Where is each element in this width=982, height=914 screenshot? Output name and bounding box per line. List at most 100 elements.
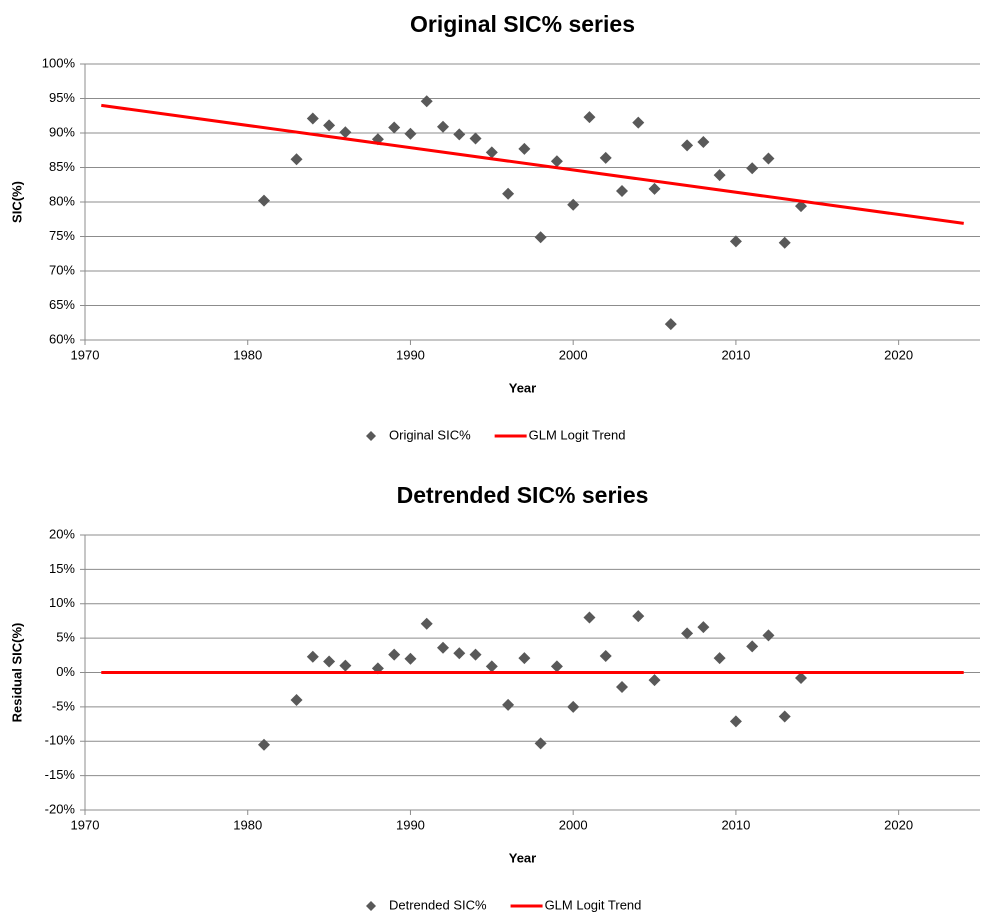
x-axis-label: Year [509, 380, 536, 395]
point [729, 235, 742, 248]
y-tick-label: 100% [42, 55, 76, 70]
point [713, 169, 726, 182]
y-axis-label: SIC(%) [9, 181, 24, 223]
y-tick-label: 80% [49, 193, 75, 208]
point [502, 187, 515, 200]
point [778, 710, 791, 723]
point [632, 116, 645, 129]
point [697, 621, 710, 634]
point [258, 194, 270, 207]
point [616, 184, 628, 197]
point [616, 680, 628, 693]
point [518, 142, 531, 155]
y-tick-label: -10% [45, 733, 76, 748]
y-tick-label: -5% [52, 698, 76, 713]
legend-label: GLM Logit Trend [545, 897, 642, 912]
y-tick-label: 85% [49, 159, 75, 174]
point [795, 672, 807, 684]
point [599, 151, 612, 164]
point [453, 647, 466, 660]
y-axis-label: Residual SIC(%) [9, 623, 24, 723]
point [437, 641, 449, 654]
y-tick-label: 65% [49, 297, 75, 312]
x-tick-label: 1990 [396, 347, 425, 362]
point [339, 126, 352, 139]
point [404, 127, 417, 140]
y-tick-label: 5% [56, 630, 75, 645]
y-tick-label: 90% [49, 124, 75, 139]
point [420, 95, 433, 108]
point [681, 139, 694, 152]
point [420, 617, 433, 630]
point [746, 640, 759, 653]
point [323, 655, 336, 668]
point [567, 198, 580, 211]
point [306, 650, 319, 663]
point [746, 162, 759, 175]
point [388, 648, 401, 661]
point [778, 236, 791, 249]
legend-label: Original SIC% [389, 427, 471, 442]
point [339, 659, 352, 672]
legend-label: Detrended SIC% [389, 897, 487, 912]
point [502, 698, 515, 711]
point [518, 652, 531, 665]
y-tick-label: 15% [49, 561, 75, 576]
point [599, 650, 612, 662]
point [258, 738, 270, 751]
point [388, 121, 401, 134]
x-tick-label: 1970 [71, 347, 100, 362]
x-tick-label: 1980 [233, 817, 262, 832]
point [323, 119, 336, 132]
point [534, 231, 547, 244]
point [469, 648, 482, 661]
chart-title: Detrended SIC% series [397, 482, 649, 508]
x-tick-label: 2000 [559, 347, 588, 362]
point [795, 200, 807, 213]
y-tick-label: -20% [45, 801, 76, 816]
point [534, 737, 547, 750]
chart-title: Original SIC% series [410, 11, 635, 37]
point [485, 660, 498, 673]
point [681, 627, 694, 640]
y-tick-label: 0% [56, 664, 75, 679]
point [290, 694, 303, 706]
x-tick-label: 2010 [721, 347, 750, 362]
point [437, 120, 449, 133]
x-tick-label: 2010 [721, 817, 750, 832]
point [697, 135, 710, 148]
point [550, 660, 563, 673]
y-tick-label: 20% [49, 526, 75, 541]
y-tick-label: 10% [49, 595, 75, 610]
x-tick-label: 1980 [233, 347, 262, 362]
point [404, 652, 417, 665]
point [762, 629, 775, 642]
trend-line [101, 103, 964, 225]
x-tick-label: 2000 [559, 817, 588, 832]
point [729, 715, 742, 728]
x-tick-label: 1970 [71, 817, 100, 832]
x-tick-label: 1990 [396, 817, 425, 832]
legend-label: GLM Logit Trend [529, 427, 626, 442]
y-tick-label: 95% [49, 90, 75, 105]
point [648, 674, 661, 687]
point [664, 318, 677, 331]
point [453, 128, 466, 141]
point [550, 155, 563, 168]
legend-swatch [366, 901, 376, 911]
legend-swatch [366, 431, 376, 441]
point [485, 146, 498, 159]
point [469, 132, 482, 145]
y-tick-label: 60% [49, 331, 75, 346]
point [567, 700, 580, 713]
point [290, 153, 303, 166]
point [713, 652, 726, 665]
point [583, 111, 596, 124]
point [762, 152, 775, 165]
x-tick-label: 2020 [884, 817, 913, 832]
y-tick-label: 70% [49, 262, 75, 277]
point [306, 112, 319, 125]
y-tick-label: -15% [45, 767, 76, 782]
x-axis-label: Year [509, 850, 536, 865]
